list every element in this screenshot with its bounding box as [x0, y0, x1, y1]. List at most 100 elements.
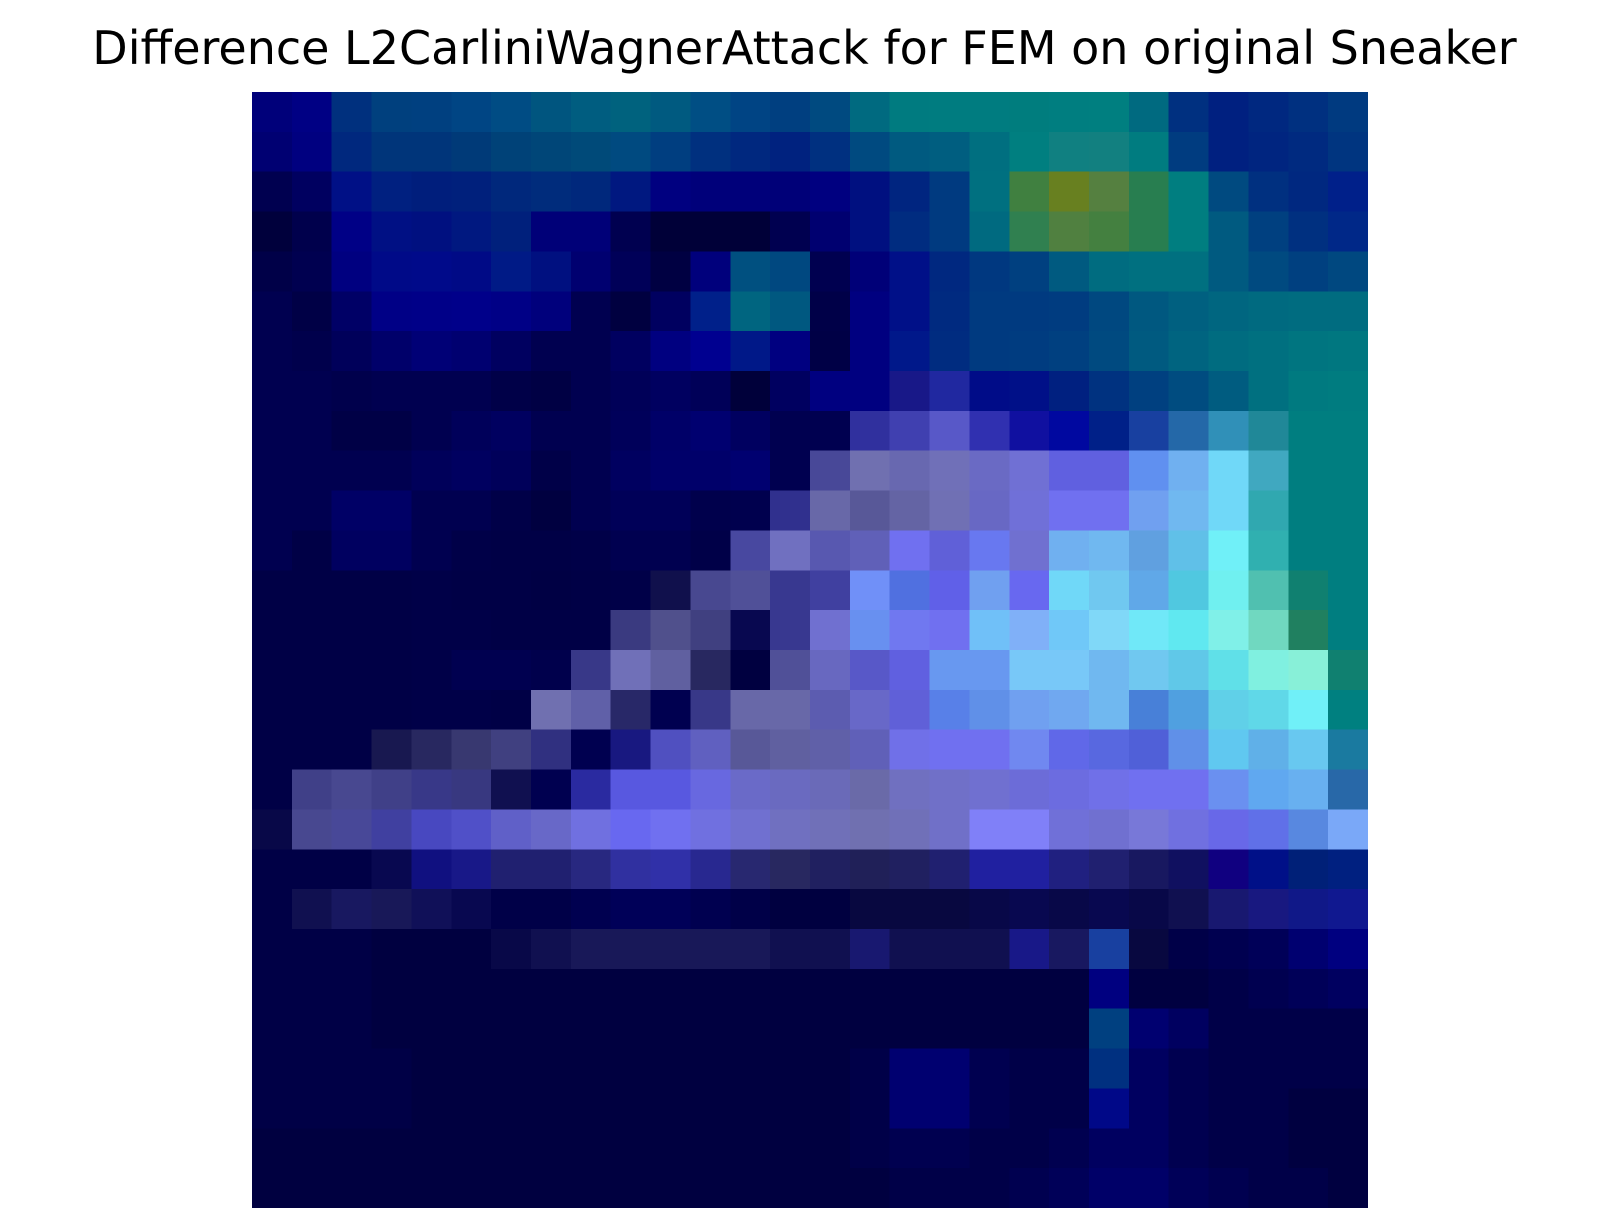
heatmap-cell	[1208, 410, 1250, 452]
heatmap-cell	[411, 809, 453, 851]
heatmap-cell	[1168, 809, 1210, 851]
heatmap-cell	[849, 1168, 891, 1208]
heatmap-cell	[491, 650, 532, 691]
heatmap-cell	[1208, 291, 1250, 332]
heatmap-cell	[1009, 331, 1050, 372]
heatmap-cell	[1288, 450, 1329, 492]
heatmap-cell	[491, 1008, 532, 1050]
heatmap-cell	[531, 929, 572, 970]
heatmap-cell	[291, 650, 333, 691]
heatmap-cell	[1128, 570, 1170, 611]
heatmap-cell	[252, 1008, 293, 1050]
heatmap-cell	[690, 530, 732, 572]
heatmap-cell	[690, 1008, 732, 1050]
heatmap-cell	[1049, 769, 1090, 811]
heatmap-cell	[411, 251, 453, 293]
heatmap-cell	[1248, 610, 1290, 651]
heatmap-cell	[491, 410, 532, 452]
heatmap-cell	[491, 570, 532, 611]
heatmap-cell	[371, 968, 413, 1010]
heatmap-cell	[690, 1088, 732, 1130]
heatmap-cell	[570, 1128, 612, 1169]
heatmap-cell	[1009, 530, 1050, 572]
heatmap-cell	[969, 849, 1011, 890]
heatmap-cell	[1208, 92, 1250, 133]
heatmap-cell	[810, 211, 851, 253]
heatmap-cell	[331, 530, 373, 572]
heatmap-cell	[1089, 410, 1130, 452]
heatmap-cell	[1009, 1128, 1050, 1169]
heatmap-cell	[810, 610, 851, 651]
heatmap-cell	[1208, 450, 1250, 492]
heatmap-cell	[929, 769, 971, 811]
heatmap-cell	[810, 251, 851, 293]
heatmap-cell	[570, 131, 612, 173]
heatmap-cell	[531, 1008, 572, 1050]
heatmap-cell	[531, 371, 572, 412]
heatmap-cell	[730, 530, 771, 572]
heatmap-cell	[1168, 291, 1210, 332]
heatmap-cell	[1089, 1168, 1130, 1208]
heatmap-cell	[650, 849, 692, 890]
heatmap-cell	[650, 1168, 692, 1208]
heatmap-cell	[1049, 92, 1090, 133]
heatmap-cell	[1089, 849, 1130, 890]
heatmap-cell	[291, 889, 333, 930]
heatmap-cell	[889, 92, 931, 133]
heatmap-cell	[929, 211, 971, 253]
heatmap-cell	[969, 570, 1011, 611]
heatmap-cell	[1089, 1088, 1130, 1130]
heatmap-cell	[371, 92, 413, 133]
heatmap-cell	[610, 1088, 652, 1130]
heatmap-cell	[810, 1008, 851, 1050]
heatmap-cell	[331, 171, 373, 213]
heatmap-cell	[650, 570, 692, 611]
heatmap-cell	[1168, 849, 1210, 890]
heatmap-cell	[929, 450, 971, 492]
heatmap-cell	[929, 171, 971, 213]
heatmap-cell	[610, 729, 652, 771]
heatmap-cell	[331, 131, 373, 173]
heatmap-cell	[570, 1048, 612, 1090]
heatmap-cell	[730, 809, 771, 851]
heatmap-cell	[889, 291, 931, 332]
heatmap-cell	[1128, 968, 1170, 1010]
heatmap-cell	[451, 92, 492, 133]
heatmap-cell	[1089, 450, 1130, 492]
heatmap-cell	[371, 331, 413, 372]
heatmap-cell	[1288, 211, 1329, 253]
heatmap-cell	[610, 570, 652, 611]
heatmap-cell	[1328, 1088, 1368, 1130]
heatmap-cell	[610, 371, 652, 412]
heatmap-cell	[810, 450, 851, 492]
heatmap-cell	[570, 729, 612, 771]
heatmap-cell	[371, 410, 413, 452]
heatmap-cell	[610, 251, 652, 293]
heatmap-cell	[1288, 1088, 1329, 1130]
heatmap-cell	[371, 650, 413, 691]
heatmap-cell	[531, 1168, 572, 1208]
heatmap-cell	[1128, 849, 1170, 890]
heatmap-cell	[411, 689, 453, 731]
heatmap-cell	[1128, 251, 1170, 293]
heatmap-cell	[849, 570, 891, 611]
heatmap-cell	[371, 530, 413, 572]
heatmap-cell	[770, 1168, 811, 1208]
heatmap-cell	[252, 331, 293, 372]
heatmap-cell	[531, 729, 572, 771]
heatmap-cell	[291, 131, 333, 173]
heatmap-cell	[889, 211, 931, 253]
heatmap-cell	[810, 968, 851, 1010]
heatmap-cell	[1089, 92, 1130, 133]
heatmap-cell	[411, 968, 453, 1010]
heatmap-cell	[331, 929, 373, 970]
heatmap-cell	[291, 211, 333, 253]
heatmap-cell	[650, 371, 692, 412]
heatmap-cell	[1288, 371, 1329, 412]
heatmap-cell	[570, 769, 612, 811]
heatmap-cell	[929, 331, 971, 372]
heatmap-cell	[730, 1088, 771, 1130]
heatmap-cell	[810, 849, 851, 890]
heatmap-cell	[451, 291, 492, 332]
heatmap-cell	[1128, 410, 1170, 452]
